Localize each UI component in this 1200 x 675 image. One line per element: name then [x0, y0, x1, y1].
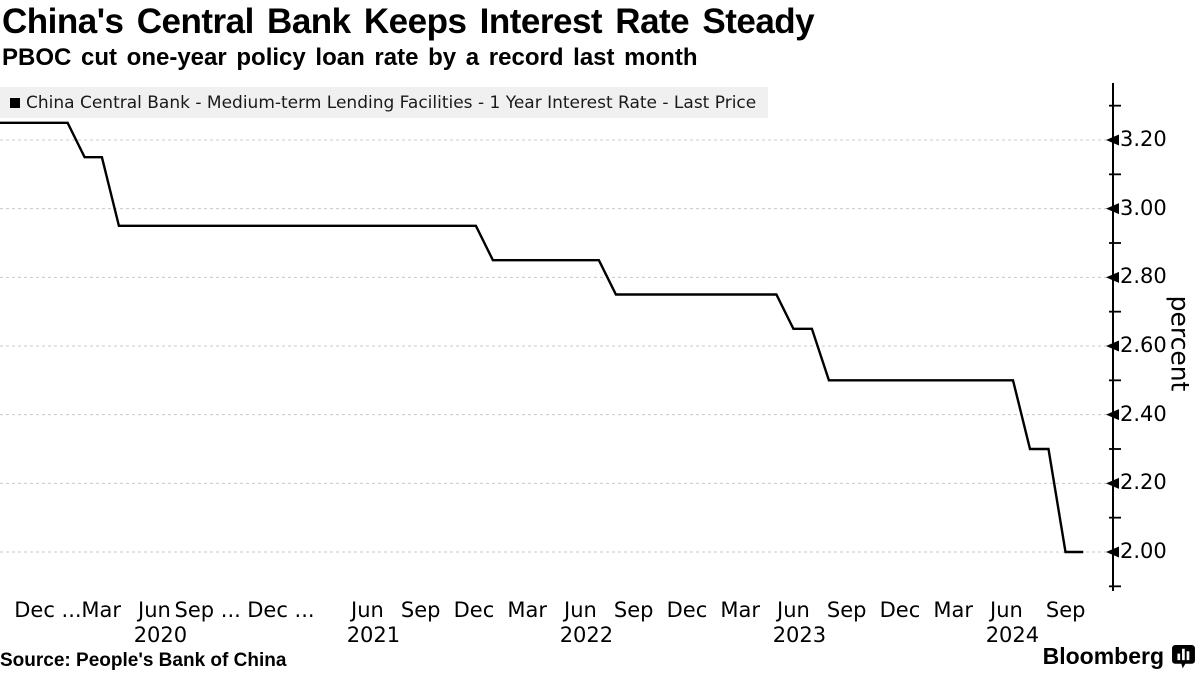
x-tick-label: Sep [400, 598, 441, 622]
x-tick-year-label: 2020 [133, 623, 188, 647]
y-tick-label: 3.00 [1120, 195, 1167, 220]
chart-legend: China Central Bank - Medium-term Lending… [0, 87, 769, 118]
x-tick-year-label: 2022 [559, 623, 614, 647]
legend-square-marker-icon [10, 97, 20, 108]
bloomberg-wordmark: Bloomberg [1042, 643, 1164, 669]
x-tick-label: Jun [138, 598, 171, 622]
x-tick-label: Mar [507, 598, 547, 622]
x-tick-label: Jun [564, 598, 597, 622]
interest-rate-line [0, 121, 1084, 554]
x-tick-label: Dec [879, 598, 921, 622]
x-tick-label: Dec ... [247, 598, 315, 622]
source-note: Source: People's Bank of China [0, 650, 287, 671]
x-tick-label: Sep [613, 598, 654, 622]
x-tick-year-label: 2023 [772, 623, 827, 647]
y-tick-label: 2.40 [1120, 401, 1167, 426]
y-tick-label: 2.00 [1120, 538, 1167, 563]
x-tick-label: Jun [351, 598, 384, 622]
legend-label: China Central Bank - Medium-term Lending… [26, 92, 757, 113]
x-tick-label: Mar [81, 598, 121, 622]
y-tick-label: 2.60 [1120, 332, 1167, 357]
y-axis-title: percent [1165, 295, 1195, 392]
y-tick-label: 2.80 [1120, 264, 1167, 289]
x-tick-label: Jun [777, 598, 810, 622]
x-tick-label: Mar [933, 598, 973, 622]
page-title: China's Central Bank Keeps Interest Rate… [2, 2, 815, 41]
x-tick-label: Sep ... [174, 598, 241, 622]
bar-chart-bubble-icon [1172, 645, 1195, 669]
x-tick-year-label: 2024 [985, 623, 1040, 647]
x-tick-label: Sep [1045, 598, 1086, 622]
x-tick-label: Dec ... [14, 598, 82, 622]
x-tick-year-label: 2021 [346, 623, 401, 647]
x-tick-label: Sep [826, 598, 867, 622]
y-tick-label: 3.20 [1120, 127, 1167, 151]
x-tick-label: Mar [720, 598, 760, 622]
x-tick-label: Jun [990, 598, 1023, 622]
page-subtitle: PBOC cut one-year policy loan rate by a … [2, 44, 698, 71]
x-tick-label: Dec [453, 598, 495, 622]
x-tick-label: Dec [666, 598, 708, 622]
bloomberg-logo: Bloomberg [1043, 643, 1196, 670]
y-tick-label: 2.20 [1120, 470, 1167, 495]
